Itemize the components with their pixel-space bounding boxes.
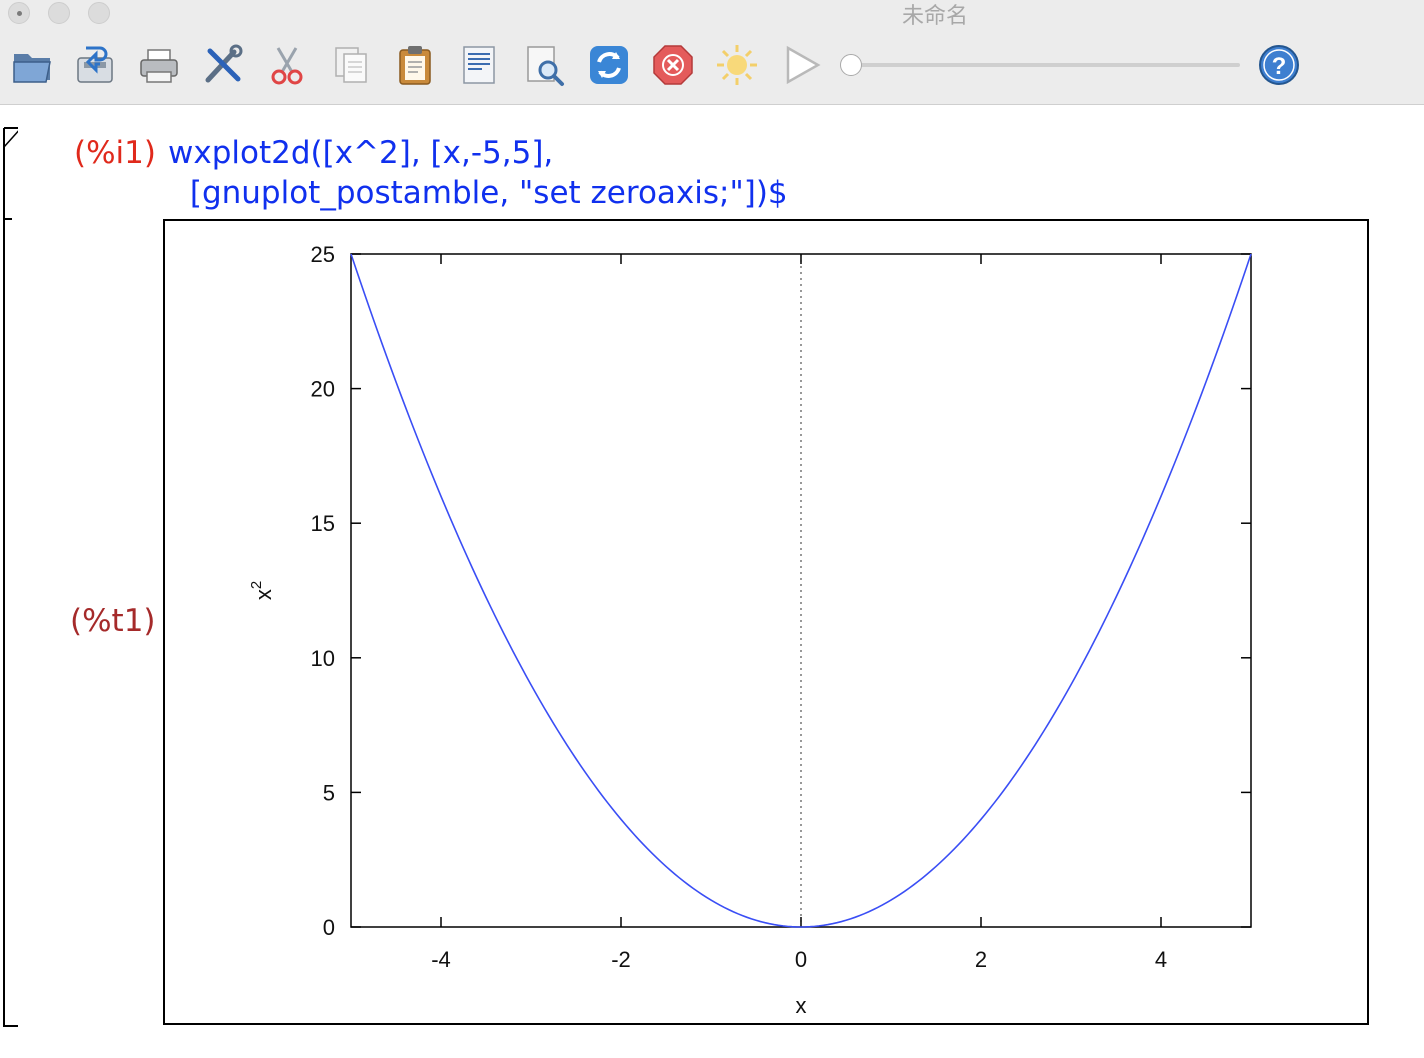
x-tick-label: -4 [431, 947, 451, 972]
y-tick-label: 25 [311, 242, 335, 267]
help-icon: ? [1259, 45, 1299, 85]
open-folder-icon [13, 54, 51, 83]
find-icon [527, 46, 564, 86]
stop-button[interactable] [648, 40, 698, 90]
open-button[interactable] [8, 40, 58, 90]
animation-slider[interactable] [840, 54, 1240, 76]
y-tick-label: 0 [323, 915, 335, 940]
slider-thumb[interactable] [840, 54, 862, 76]
restart-button[interactable] [584, 40, 634, 90]
stop-icon [653, 45, 693, 85]
document-icon [463, 46, 495, 84]
play-icon [786, 45, 821, 85]
copy-icon [335, 47, 367, 83]
animation-play-button[interactable] [776, 40, 826, 90]
x-tick-label: 4 [1155, 947, 1167, 972]
input-code-line[interactable]: [gnuplot_postamble, "set zeroaxis;"])$ [180, 175, 788, 211]
y-tick-label: 10 [311, 646, 335, 671]
input-code-line[interactable]: wxplot2d([x^2], [x,-5,5], [168, 135, 554, 171]
print-button[interactable] [134, 40, 184, 90]
slider-track [852, 63, 1240, 67]
close-window-button[interactable] [8, 2, 30, 24]
x-tick-label: -2 [611, 947, 631, 972]
y-axis-label-base: x [251, 589, 276, 600]
input-label: (%i1) [74, 135, 156, 171]
minimize-window-button[interactable] [48, 2, 70, 24]
scissors-icon [271, 47, 303, 85]
cell-bracket[interactable] [2, 127, 18, 1027]
find-button[interactable] [520, 40, 570, 90]
copy-button[interactable] [326, 40, 376, 90]
cut-button[interactable] [262, 40, 312, 90]
x-axis-label: x [796, 993, 807, 1018]
y-tick-label: 15 [311, 511, 335, 536]
y-tick-label: 5 [323, 780, 335, 805]
zoom-window-button[interactable] [88, 2, 110, 24]
svg-text:?: ? [1272, 53, 1287, 80]
select-all-button[interactable] [454, 40, 504, 90]
animation-start-button[interactable] [712, 40, 762, 90]
help-button[interactable]: ? [1254, 40, 1304, 90]
save-button[interactable] [70, 40, 120, 90]
configure-button[interactable] [198, 40, 248, 90]
clipboard-icon [399, 46, 431, 85]
printer-icon [140, 49, 178, 83]
plot-image-frame[interactable] [163, 219, 1369, 1025]
series-line-x-squared [350, 253, 1252, 928]
y-axis-label: x2 [248, 581, 276, 600]
refresh-icon [590, 46, 628, 84]
output-label: (%t1) [70, 603, 156, 639]
window-titlebar: 未命名 [0, 0, 1424, 105]
sun-icon [717, 45, 757, 85]
y-tick-label: 20 [311, 377, 335, 402]
y-axis-label-superscript: 2 [248, 581, 265, 589]
x-tick-label: 2 [975, 947, 987, 972]
save-icon [77, 46, 113, 83]
x-tick-label: 0 [795, 947, 807, 972]
tools-icon [205, 44, 243, 83]
paste-button[interactable] [390, 40, 440, 90]
